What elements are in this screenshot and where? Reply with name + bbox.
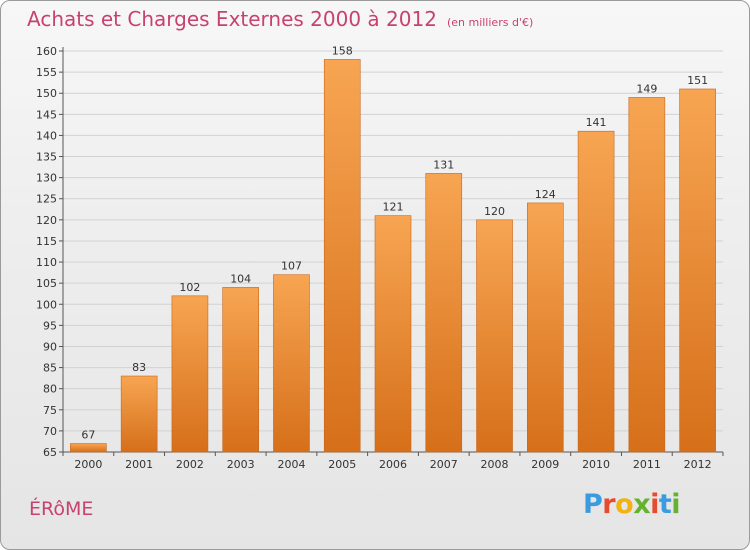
logo-letter: r	[602, 489, 616, 520]
bar-2009	[527, 202, 564, 453]
x-tick-label: 2006	[379, 458, 407, 471]
y-tick-label: 80	[43, 383, 57, 396]
y-tick-label: 130	[36, 172, 57, 185]
bar-2001	[120, 375, 158, 453]
x-tick-label: 2002	[176, 458, 204, 471]
bar-2008	[476, 219, 513, 453]
data-label: 67	[81, 429, 95, 442]
x-tick-label: 2007	[430, 458, 458, 471]
bars	[70, 59, 716, 453]
y-tick-label: 145	[36, 108, 57, 121]
x-tick-label: 2001	[125, 458, 153, 471]
data-label: 121	[383, 201, 404, 214]
logo-letter: x	[633, 489, 651, 520]
data-label: 158	[332, 44, 353, 57]
x-tick-label: 2005	[328, 458, 356, 471]
y-tick-label: 110	[36, 256, 57, 269]
chart-title: Achats et Charges Externes 2000 à 2012 (e…	[27, 7, 533, 31]
y-tick-label: 90	[43, 340, 57, 353]
x-tick-label: 2009	[531, 458, 559, 471]
y-tick-label: 150	[36, 87, 57, 100]
y-tick-label: 85	[43, 362, 57, 375]
data-label: 83	[132, 361, 146, 374]
x-tick-label: 2004	[277, 458, 305, 471]
logo-letter: t	[658, 489, 672, 520]
bar-2005	[323, 59, 361, 453]
data-label: 120	[484, 205, 505, 218]
data-label: 124	[535, 188, 556, 201]
y-tick-label: 135	[36, 151, 57, 164]
bar-2011	[628, 97, 666, 453]
x-tick-label: 2008	[481, 458, 509, 471]
labels: 65 70 75 80 85 90 95 100 105 110 115 120 125 130 135 14…	[36, 44, 712, 471]
bar-2006	[374, 215, 412, 453]
data-label: 107	[281, 260, 302, 273]
y-tick-label: 95	[43, 319, 57, 332]
location-name: ÉRôME	[29, 498, 94, 520]
logo-letter: o	[615, 489, 634, 520]
y-tick-label: 125	[36, 193, 57, 206]
bar-2003	[222, 287, 259, 453]
logo-letter: i	[650, 489, 659, 520]
chart-title-text: Achats et Charges Externes 2000 à 2012	[27, 7, 437, 31]
proxiti-logo[interactable]: Proxiti	[583, 489, 681, 520]
bar-2000	[70, 443, 107, 453]
y-tick-label: 105	[36, 277, 57, 290]
chart-subtitle: (en milliers d'€)	[446, 16, 534, 29]
y-tick-label: 65	[43, 446, 57, 459]
x-tick-label: 2010	[582, 458, 610, 471]
y-tick-label: 160	[36, 45, 57, 58]
x-tick-label: 2012	[684, 458, 712, 471]
x-tick-label: 2003	[227, 458, 255, 471]
y-tick-label: 155	[36, 66, 57, 79]
y-tick-label: 70	[43, 425, 57, 438]
data-label: 149	[636, 82, 657, 95]
x-tick-label: 2011	[633, 458, 661, 471]
logo-letter: i	[671, 489, 681, 520]
bar-2007	[425, 173, 463, 453]
y-tick-label: 115	[36, 235, 57, 248]
y-tick-label: 100	[36, 298, 57, 311]
x-tick-label: 2000	[74, 458, 102, 471]
data-label: 151	[687, 74, 708, 87]
bar-2010	[577, 130, 615, 453]
data-label: 102	[179, 281, 200, 294]
data-label: 104	[230, 272, 251, 285]
y-tick-label: 140	[36, 129, 57, 142]
data-label: 141	[586, 116, 607, 129]
logo-letter: P	[583, 489, 603, 520]
y-tick-label: 120	[36, 214, 57, 227]
y-tick-label: 75	[43, 404, 57, 417]
data-label: 131	[433, 158, 454, 171]
bar-2002	[171, 295, 209, 453]
bar-2004	[273, 274, 310, 453]
bar-2012	[679, 88, 716, 453]
